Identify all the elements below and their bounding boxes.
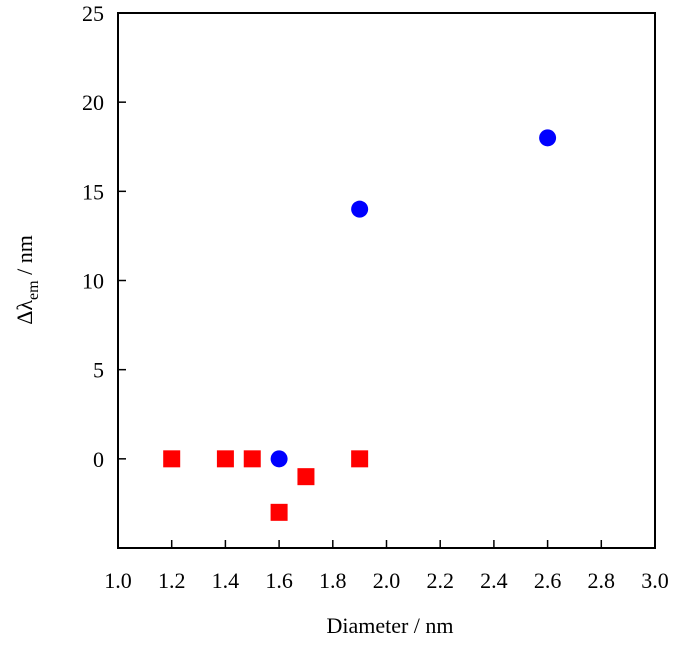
x-tick-label: 1.0 bbox=[104, 568, 132, 593]
square-marker bbox=[270, 503, 288, 521]
x-tick-label: 1.8 bbox=[319, 568, 347, 593]
y-tick-label: 5 bbox=[93, 358, 104, 383]
x-tick-label: 2.2 bbox=[426, 568, 454, 593]
y-tick-label: 10 bbox=[82, 269, 104, 294]
y-axis-title: Δλem / nm bbox=[12, 235, 42, 325]
x-tick-label: 1.6 bbox=[265, 568, 293, 593]
y-tick-label: 20 bbox=[82, 90, 104, 115]
y-tick-label: 15 bbox=[82, 179, 104, 204]
plot-frame bbox=[117, 12, 656, 549]
x-tick-label: 1.4 bbox=[212, 568, 240, 593]
x-tick-label: 2.8 bbox=[588, 568, 616, 593]
square-marker bbox=[163, 450, 181, 468]
circle-marker bbox=[351, 200, 369, 218]
x-axis-title: Diameter / nm bbox=[326, 613, 453, 638]
square-marker bbox=[297, 468, 315, 486]
y-tick-label: 0 bbox=[93, 447, 104, 472]
circle-marker bbox=[270, 450, 288, 468]
x-tick-label: 2.0 bbox=[373, 568, 401, 593]
x-tick-label: 2.4 bbox=[480, 568, 508, 593]
square-marker bbox=[351, 450, 369, 468]
x-tick-label: 3.0 bbox=[641, 568, 669, 593]
circle-marker bbox=[539, 129, 557, 147]
y-axis-title-unit: / nm bbox=[12, 235, 37, 280]
y-axis-title-sub: em bbox=[25, 280, 42, 300]
square-marker bbox=[216, 450, 234, 468]
y-axis-title-main: Δλ bbox=[12, 300, 37, 325]
x-tick-label: 2.6 bbox=[534, 568, 562, 593]
x-tick-label: 1.2 bbox=[158, 568, 186, 593]
y-tick-label: 25 bbox=[82, 1, 104, 26]
square-marker bbox=[243, 450, 261, 468]
